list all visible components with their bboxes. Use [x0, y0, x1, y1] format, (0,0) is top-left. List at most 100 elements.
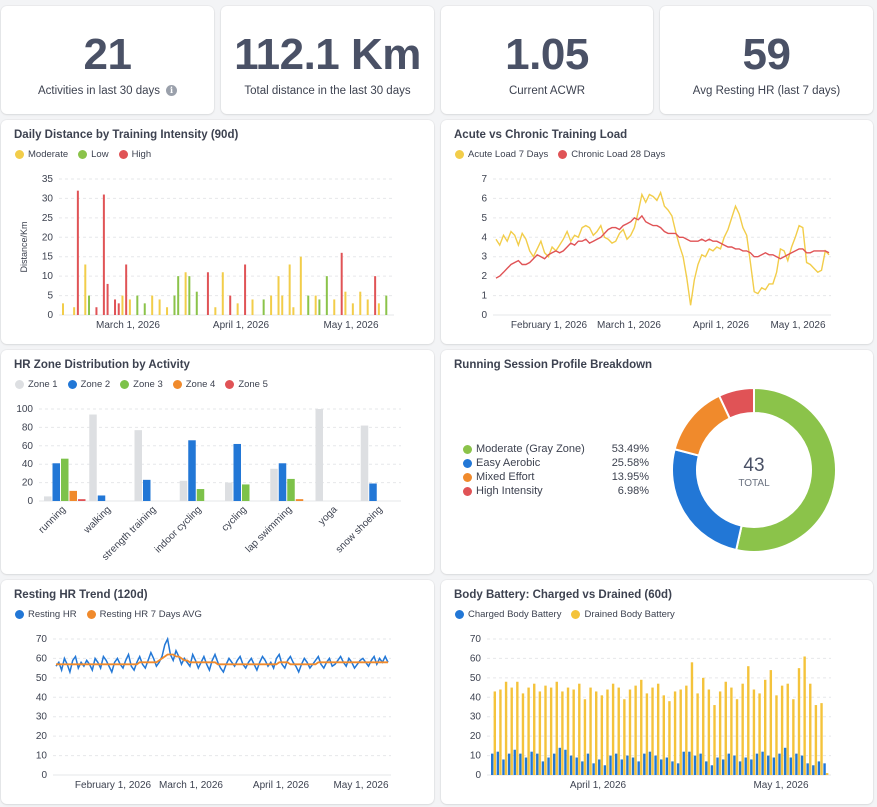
distance-bar [184, 272, 187, 315]
distance-bar [76, 190, 79, 315]
legend-item[interactable]: Zone 1 [15, 379, 58, 390]
charged-bar [806, 763, 809, 775]
y-tick-label: 10 [470, 751, 482, 762]
y-tick-label: 0 [41, 770, 47, 781]
distance-bar [95, 307, 98, 315]
legend-item[interactable]: Zone 2 [67, 379, 110, 390]
charged-bar [614, 753, 618, 775]
kpi-value: 1.05 [505, 30, 589, 79]
distance-bar [366, 299, 369, 315]
distance-bar [292, 307, 295, 315]
charged-bar [817, 761, 821, 775]
legend-swatch [67, 380, 77, 389]
x-tick-label: April 1, 2026 [570, 780, 627, 791]
distance-bar [377, 303, 380, 315]
y-tick-label: 0 [475, 770, 481, 781]
legend-item[interactable]: High [118, 149, 151, 160]
y-tick-label: 5 [481, 213, 487, 224]
legend-swatch [463, 472, 472, 482]
chart-title: HR Zone Distribution by Activity [14, 359, 190, 371]
legend-swatch [558, 150, 568, 159]
resting-hr-card: Resting HR Trend (120d) Resting HR Resti… [1, 580, 434, 804]
chart-title: Running Session Profile Breakdown [454, 359, 653, 371]
legend-item[interactable]: Drained Body Battery [571, 609, 675, 620]
legend-item[interactable]: Zone 4 [172, 379, 215, 390]
y-tick-label: 40 [470, 692, 482, 703]
legend-item[interactable]: Zone 5 [225, 379, 268, 390]
distance-bar [277, 276, 280, 315]
legend-swatch [120, 380, 130, 389]
charged-bar [705, 761, 708, 775]
drained-bar [775, 695, 778, 775]
profile-card: Running Session Profile Breakdown Modera… [441, 350, 873, 574]
drained-bar [724, 681, 727, 775]
charged-bar [575, 757, 578, 775]
legend-item[interactable]: Zone 3 [120, 379, 163, 390]
kpi-distance-card: 112.1 Km Total distance in the last 30 d… [221, 6, 434, 114]
drained-bar [589, 687, 592, 775]
charged-bar [710, 765, 714, 775]
distance-bar [385, 295, 388, 315]
drained-bar [504, 681, 508, 775]
y-tick-label: 0 [47, 310, 53, 321]
y-tick-label: 20 [22, 478, 34, 489]
kpi-label: Avg Resting HR (last 7 days) [692, 85, 841, 97]
distance-bar [307, 295, 310, 315]
charged-bar [676, 763, 680, 775]
charged-bar [581, 761, 584, 775]
y-tick-label: 2 [481, 271, 487, 282]
legend-item[interactable]: Resting HR 7 Days AVG [86, 609, 202, 620]
drained-bar [690, 662, 694, 775]
legend-item[interactable]: Acute Load 7 Days [455, 149, 548, 160]
legend-item[interactable]: Charged Body Battery [455, 609, 561, 620]
drained-bar [549, 687, 553, 775]
drained-bar [758, 693, 761, 775]
zone-bar [315, 409, 323, 501]
info-icon[interactable]: i [166, 85, 178, 96]
charged-bar [519, 753, 522, 775]
distance-bar [214, 307, 217, 315]
y-tick-label: 30 [42, 193, 54, 204]
charged-bar [569, 755, 573, 775]
drained-bar [521, 693, 525, 775]
distance-bar [125, 264, 128, 315]
y-tick-label: 0 [27, 496, 33, 507]
profile-legend-row[interactable]: Moderate (Gray Zone) 53.49% [463, 443, 649, 455]
legend-item[interactable]: Chronic Load 28 Days [558, 149, 665, 160]
distance-bar [143, 303, 146, 315]
x-tick-label: February 1, 2026 [511, 320, 588, 331]
drained-bar [600, 695, 604, 775]
distance-bar [114, 299, 117, 315]
zone-bar [179, 480, 188, 501]
x-tick-label: snow shoeing [334, 504, 385, 555]
kpi-resting-hr-card: 59 Avg Resting HR (last 7 days) [660, 6, 873, 114]
charged-bar [513, 749, 516, 775]
charged-bar [507, 753, 511, 775]
distance-bar [244, 264, 247, 315]
drained-bar [820, 703, 823, 775]
drained-bar [713, 705, 716, 775]
y-tick-label: 7 [481, 174, 487, 185]
distance-bar [359, 291, 362, 315]
body-battery-chart: 0 10 20 30 40 50 60 70 April 1, 2026 May 1, 2026 [470, 634, 831, 791]
profile-legend-row[interactable]: High Intensity 6.98% [463, 485, 649, 497]
drained-bar [803, 656, 806, 775]
drained-bar [764, 679, 767, 775]
drained-bar [673, 691, 677, 775]
distance-bar [166, 307, 169, 315]
x-tick-label: yoga [317, 504, 340, 527]
legend-item[interactable]: Resting HR [15, 609, 77, 620]
charged-bar [643, 753, 646, 775]
distance-bar [229, 295, 232, 315]
profile-legend-row[interactable]: Easy Aerobic 25.58% [463, 457, 649, 469]
zone-bar [61, 458, 69, 501]
drained-bar [707, 689, 711, 775]
charged-bar [682, 751, 685, 775]
legend-item[interactable]: Moderate [15, 149, 68, 160]
drained-bar [578, 683, 581, 775]
x-tick-label: March 1, 2026 [96, 320, 160, 331]
zone-bar [225, 482, 233, 501]
legend-item[interactable]: Low [78, 149, 109, 160]
zone-bar [89, 414, 97, 501]
profile-legend-row[interactable]: Mixed Effort 13.95% [463, 471, 649, 483]
